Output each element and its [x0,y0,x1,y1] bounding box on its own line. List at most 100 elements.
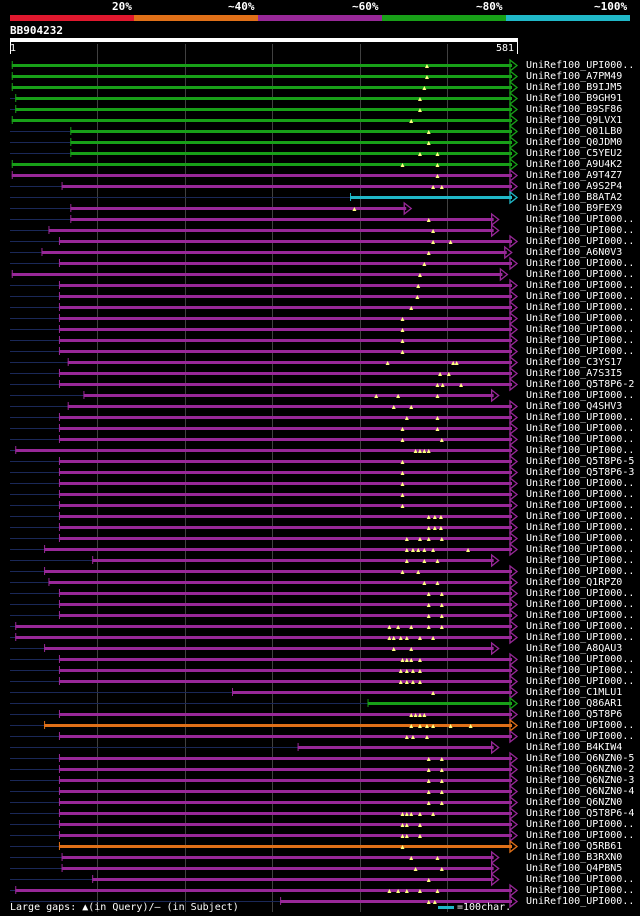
hit-row[interactable] [10,663,519,678]
hit-row[interactable] [10,454,519,469]
hit-row[interactable] [10,652,519,667]
hit-row[interactable] [10,542,519,557]
hit-bar[interactable] [58,493,513,496]
hit-label[interactable]: UniRef100_Q6NZN0 [526,797,623,808]
hit-label[interactable]: UniRef100_UPI000.. [526,819,635,830]
hit-row[interactable] [10,641,500,656]
hit-label[interactable]: UniRef100_Q6NZN0-2 [526,764,635,775]
hit-label[interactable]: UniRef100_UPI000.. [526,302,635,313]
hit-row[interactable] [10,498,519,513]
hit-row[interactable] [10,839,519,854]
hit-row[interactable] [10,322,519,337]
hit-label[interactable]: UniRef100_UPI000.. [526,511,635,522]
hit-label[interactable]: UniRef100_UPI000.. [526,324,635,335]
hit-bar[interactable] [58,735,513,738]
hit-row[interactable] [10,91,519,106]
hit-row[interactable] [10,850,500,865]
hit-bar[interactable] [58,801,513,804]
hit-bar[interactable] [15,108,513,111]
hit-label[interactable]: UniRef100_UPI000.. [526,236,635,247]
hit-bar[interactable] [58,383,513,386]
hit-label[interactable]: UniRef100_UPI000.. [526,588,635,599]
hit-label[interactable]: UniRef100_UPI000.. [526,599,635,610]
hit-label[interactable]: UniRef100_Q5T8P6-5 [526,456,635,467]
hit-row[interactable] [10,685,519,700]
hit-bar[interactable] [58,669,513,672]
hit-label[interactable]: UniRef100_UPI000.. [526,885,635,896]
hit-label[interactable]: UniRef100_A9T4Z7 [526,170,623,181]
hit-row[interactable] [10,531,519,546]
hit-bar[interactable] [58,768,513,771]
hit-bar[interactable] [58,482,513,485]
hit-label[interactable]: UniRef100_A8QAU3 [526,643,623,654]
hit-label[interactable]: UniRef100_Q1RPZ0 [526,577,623,588]
hit-bar[interactable] [83,394,494,397]
hit-bar[interactable] [58,328,513,331]
hit-label[interactable]: UniRef100_UPI000.. [526,258,635,269]
hit-label[interactable]: UniRef100_B3RXN0 [526,852,623,863]
hit-row[interactable] [10,575,519,590]
hit-bar[interactable] [15,636,513,639]
hit-label[interactable]: UniRef100_UPI000.. [526,280,635,291]
hit-row[interactable] [11,157,519,172]
hit-row[interactable] [11,267,509,282]
hit-row[interactable] [10,564,519,579]
hit-row[interactable] [10,872,500,887]
hit-label[interactable]: UniRef100_UPI000.. [526,610,635,621]
hit-label[interactable]: UniRef100_UPI000.. [526,335,635,346]
hit-row[interactable] [10,608,519,623]
hit-row[interactable] [10,124,519,139]
hit-bar[interactable] [92,559,494,562]
hit-bar[interactable] [11,163,512,166]
hit-label[interactable]: UniRef100_UPI000.. [526,654,635,665]
hit-label[interactable]: UniRef100_C1MLU1 [526,687,623,698]
hit-row[interactable] [11,113,519,128]
hit-row[interactable] [10,135,519,150]
hit-row[interactable] [10,883,519,898]
hit-row[interactable] [10,432,519,447]
hit-label[interactable]: UniRef100_A7PM49 [526,71,623,82]
hit-row[interactable] [10,597,519,612]
hit-row[interactable] [10,212,500,227]
hit-bar[interactable] [11,273,503,276]
hit-label[interactable]: UniRef100_B4KIW4 [526,742,623,753]
hit-bar[interactable] [67,405,512,408]
hit-row[interactable] [10,696,519,711]
hit-label[interactable]: UniRef100_UPI000.. [526,500,635,511]
hit-bar[interactable] [58,680,513,683]
hit-label[interactable]: UniRef100_B9FEX9 [526,203,623,214]
hit-bar[interactable] [350,196,512,199]
hit-label[interactable]: UniRef100_Q0JDM0 [526,137,623,148]
hit-label[interactable]: UniRef100_UPI000.. [526,731,635,742]
hit-label[interactable]: UniRef100_Q6NZN0-4 [526,786,635,797]
hit-bar[interactable] [58,537,513,540]
hit-label[interactable]: UniRef100_Q9LVX1 [526,115,623,126]
hit-row[interactable] [10,344,519,359]
hit-row[interactable] [10,278,519,293]
hit-label[interactable]: UniRef100_Q5RB61 [526,841,623,852]
hit-bar[interactable] [58,603,513,606]
hit-label[interactable]: UniRef100_UPI000.. [526,269,635,280]
hit-label[interactable]: UniRef100_Q86AR1 [526,698,623,709]
hit-row[interactable] [10,245,513,260]
hit-bar[interactable] [11,86,512,89]
hit-row[interactable] [10,487,519,502]
hit-label[interactable]: UniRef100_A9S2P4 [526,181,623,192]
hit-bar[interactable] [44,647,494,650]
hit-row[interactable] [10,256,519,271]
hit-bar[interactable] [48,229,494,232]
hit-bar[interactable] [70,218,494,221]
hit-row[interactable] [10,333,519,348]
hit-bar[interactable] [11,75,512,78]
hit-row[interactable] [10,377,519,392]
hit-label[interactable]: UniRef100_UPI000.. [526,566,635,577]
hit-bar[interactable] [58,416,513,419]
hit-row[interactable] [10,465,519,480]
hit-row[interactable] [10,894,519,909]
hit-bar[interactable] [58,262,513,265]
hit-bar[interactable] [58,812,513,815]
hit-label[interactable]: UniRef100_UPI000.. [526,291,635,302]
hit-row[interactable] [10,520,519,535]
hit-bar[interactable] [58,295,513,298]
hit-bar[interactable] [11,174,512,177]
